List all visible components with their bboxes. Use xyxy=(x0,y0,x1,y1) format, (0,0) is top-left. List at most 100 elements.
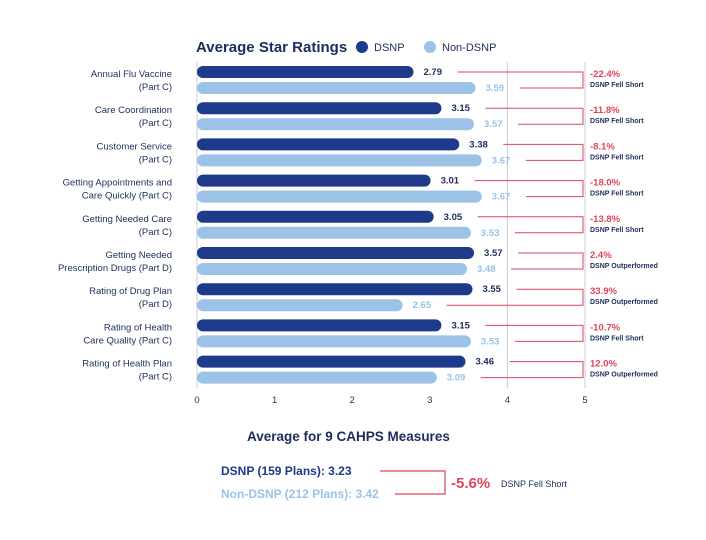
value-label-non-dsnp: 3.67 xyxy=(492,155,511,166)
value-label-dsnp: 3.15 xyxy=(451,103,470,114)
value-label-dsnp: 3.38 xyxy=(469,139,488,150)
difference-pct: -13.8% xyxy=(590,214,621,225)
x-axis-ticks: 0 1 2 3 4 5 xyxy=(194,395,587,406)
legend-label-non-dsnp: Non-DSNP xyxy=(442,42,496,54)
summary-bracket xyxy=(380,470,446,495)
difference-pct: -10.7% xyxy=(590,322,621,333)
value-label-non-dsnp: 3.57 xyxy=(484,119,503,130)
difference-pct: 2.4% xyxy=(590,250,612,261)
difference-bracket xyxy=(511,252,584,270)
row-7: Rating of Health Care Quality (Part C) 3.1… xyxy=(83,319,644,348)
value-label-non-dsnp: 3.53 xyxy=(481,228,500,239)
category-label: Customer Service (Part C) xyxy=(97,141,173,165)
summary-title: Average for 9 CAHPS Measures xyxy=(247,429,450,444)
difference-bracket xyxy=(480,361,584,379)
value-label-dsnp: 3.15 xyxy=(451,320,470,331)
value-label-non-dsnp: 3.67 xyxy=(492,192,511,203)
bar-non-dsnp xyxy=(197,263,468,275)
bar-dsnp xyxy=(197,66,414,78)
difference-note: DSNP Fell Short xyxy=(590,227,644,234)
x-tick-label: 5 xyxy=(582,395,587,406)
legend: DSNP Non-DSNP xyxy=(356,41,496,54)
category-label: Rating of Health Care Quality (Part C) xyxy=(83,322,172,346)
value-label-non-dsnp: 3.53 xyxy=(481,336,500,347)
difference-bracket xyxy=(474,180,584,198)
difference-note: DSNP Outperformed xyxy=(590,299,658,306)
difference-bracket xyxy=(485,107,584,125)
legend-swatch-non-dsnp xyxy=(424,41,436,53)
row-3: Getting Appointments and Care Quickly (Pa… xyxy=(63,174,644,203)
row-5: Getting Needed Prescription Drugs (Part D… xyxy=(58,247,658,275)
difference-note: DSNP Fell Short xyxy=(590,154,644,161)
row-4: Getting Needed Care (Part C) 3.05 3.53 -13.8… xyxy=(82,210,644,239)
chart-rows: Annual Flu Vaccine (Part C) 2.79 3.59 -22.4%… xyxy=(58,66,658,384)
bar-non-dsnp xyxy=(197,335,471,348)
value-label-dsnp: 3.01 xyxy=(441,176,460,187)
summary-note: DSNP Fell Short xyxy=(501,479,567,489)
value-label-non-dsnp: 3.48 xyxy=(477,264,496,275)
value-label-dsnp: 3.05 xyxy=(444,212,463,223)
row-0: Annual Flu Vaccine (Part C) 2.79 3.59 -22.4%… xyxy=(91,66,644,94)
category-label: Getting Needed Prescription Drugs (Part D… xyxy=(58,250,172,274)
value-label-non-dsnp: 3.59 xyxy=(486,83,505,94)
difference-pct: -22.4% xyxy=(590,69,621,80)
category-label: Rating of Health Plan (Part C) xyxy=(82,359,172,383)
bar-non-dsnp xyxy=(197,190,482,203)
chart-title: Average Star Ratings xyxy=(196,39,347,56)
x-tick-label: 1 xyxy=(272,395,277,406)
category-label: Annual Flu Vaccine (Part C) xyxy=(91,69,172,93)
bar-dsnp xyxy=(197,355,466,368)
row-6: Rating of Drug Plan (Part D) 3.55 2.65 33.9%… xyxy=(89,283,658,312)
value-label-dsnp: 3.55 xyxy=(482,284,501,295)
bar-non-dsnp xyxy=(197,371,437,384)
x-tick-label: 2 xyxy=(350,395,355,406)
summary-non-dsnp: Non-DSNP (212 Plans): 3.42 xyxy=(221,487,379,501)
difference-pct: 12.0% xyxy=(590,359,617,370)
difference-note: DSNP Fell Short xyxy=(590,118,644,125)
bar-non-dsnp xyxy=(197,299,403,312)
row-1: Care Coordination (Part C) 3.15 3.57 -11.8% D… xyxy=(95,102,644,131)
legend-label-dsnp: DSNP xyxy=(374,42,405,54)
difference-note: DSNP Outperformed xyxy=(590,372,658,379)
row-2: Customer Service (Part C) 3.38 3.67 -8.1% DSN… xyxy=(97,138,644,167)
legend-swatch-dsnp xyxy=(356,41,368,53)
bar-dsnp xyxy=(197,319,442,332)
category-label: Getting Needed Care (Part C) xyxy=(82,214,172,238)
bar-non-dsnp xyxy=(197,154,482,167)
x-tick-label: 3 xyxy=(427,395,432,406)
bar-dsnp xyxy=(197,247,475,259)
bar-dsnp xyxy=(197,210,434,223)
difference-bracket xyxy=(485,324,584,342)
difference-bracket xyxy=(457,71,584,89)
category-label: Rating of Drug Plan (Part D) xyxy=(89,286,172,310)
difference-pct: 33.9% xyxy=(590,286,617,297)
bar-dsnp xyxy=(197,102,442,115)
category-label: Getting Appointments and Care Quickly (Pa… xyxy=(63,178,172,202)
summary-section: Average for 9 CAHPS Measures DSNP (159 P… xyxy=(221,429,567,501)
x-tick-label: 4 xyxy=(505,395,510,406)
difference-bracket xyxy=(477,216,584,234)
summary-dsnp: DSNP (159 Plans): 3.23 xyxy=(221,464,352,478)
difference-note: DSNP Fell Short xyxy=(590,82,644,89)
difference-pct: -8.1% xyxy=(590,141,615,152)
chart-grid xyxy=(196,62,586,388)
value-label-dsnp: 3.46 xyxy=(475,357,494,368)
bar-dsnp xyxy=(197,283,473,296)
bar-non-dsnp xyxy=(197,82,476,94)
bar-dsnp xyxy=(197,138,460,151)
difference-bracket xyxy=(446,288,584,306)
row-8: Rating of Health Plan (Part C) 3.46 3.09 12.… xyxy=(82,355,658,384)
value-label-non-dsnp: 3.09 xyxy=(447,373,466,384)
summary-pct: -5.6% xyxy=(451,475,490,492)
bar-dsnp xyxy=(197,174,431,187)
bar-non-dsnp xyxy=(197,118,475,131)
difference-pct: -11.8% xyxy=(590,105,620,116)
x-tick-label: 0 xyxy=(194,395,199,406)
value-label-non-dsnp: 2.65 xyxy=(413,300,432,311)
value-label-dsnp: 2.79 xyxy=(424,67,443,78)
value-label-dsnp: 3.57 xyxy=(484,248,503,259)
difference-bracket xyxy=(503,143,584,161)
difference-pct: -18.0% xyxy=(590,178,621,189)
difference-note: DSNP Outperformed xyxy=(590,263,658,270)
